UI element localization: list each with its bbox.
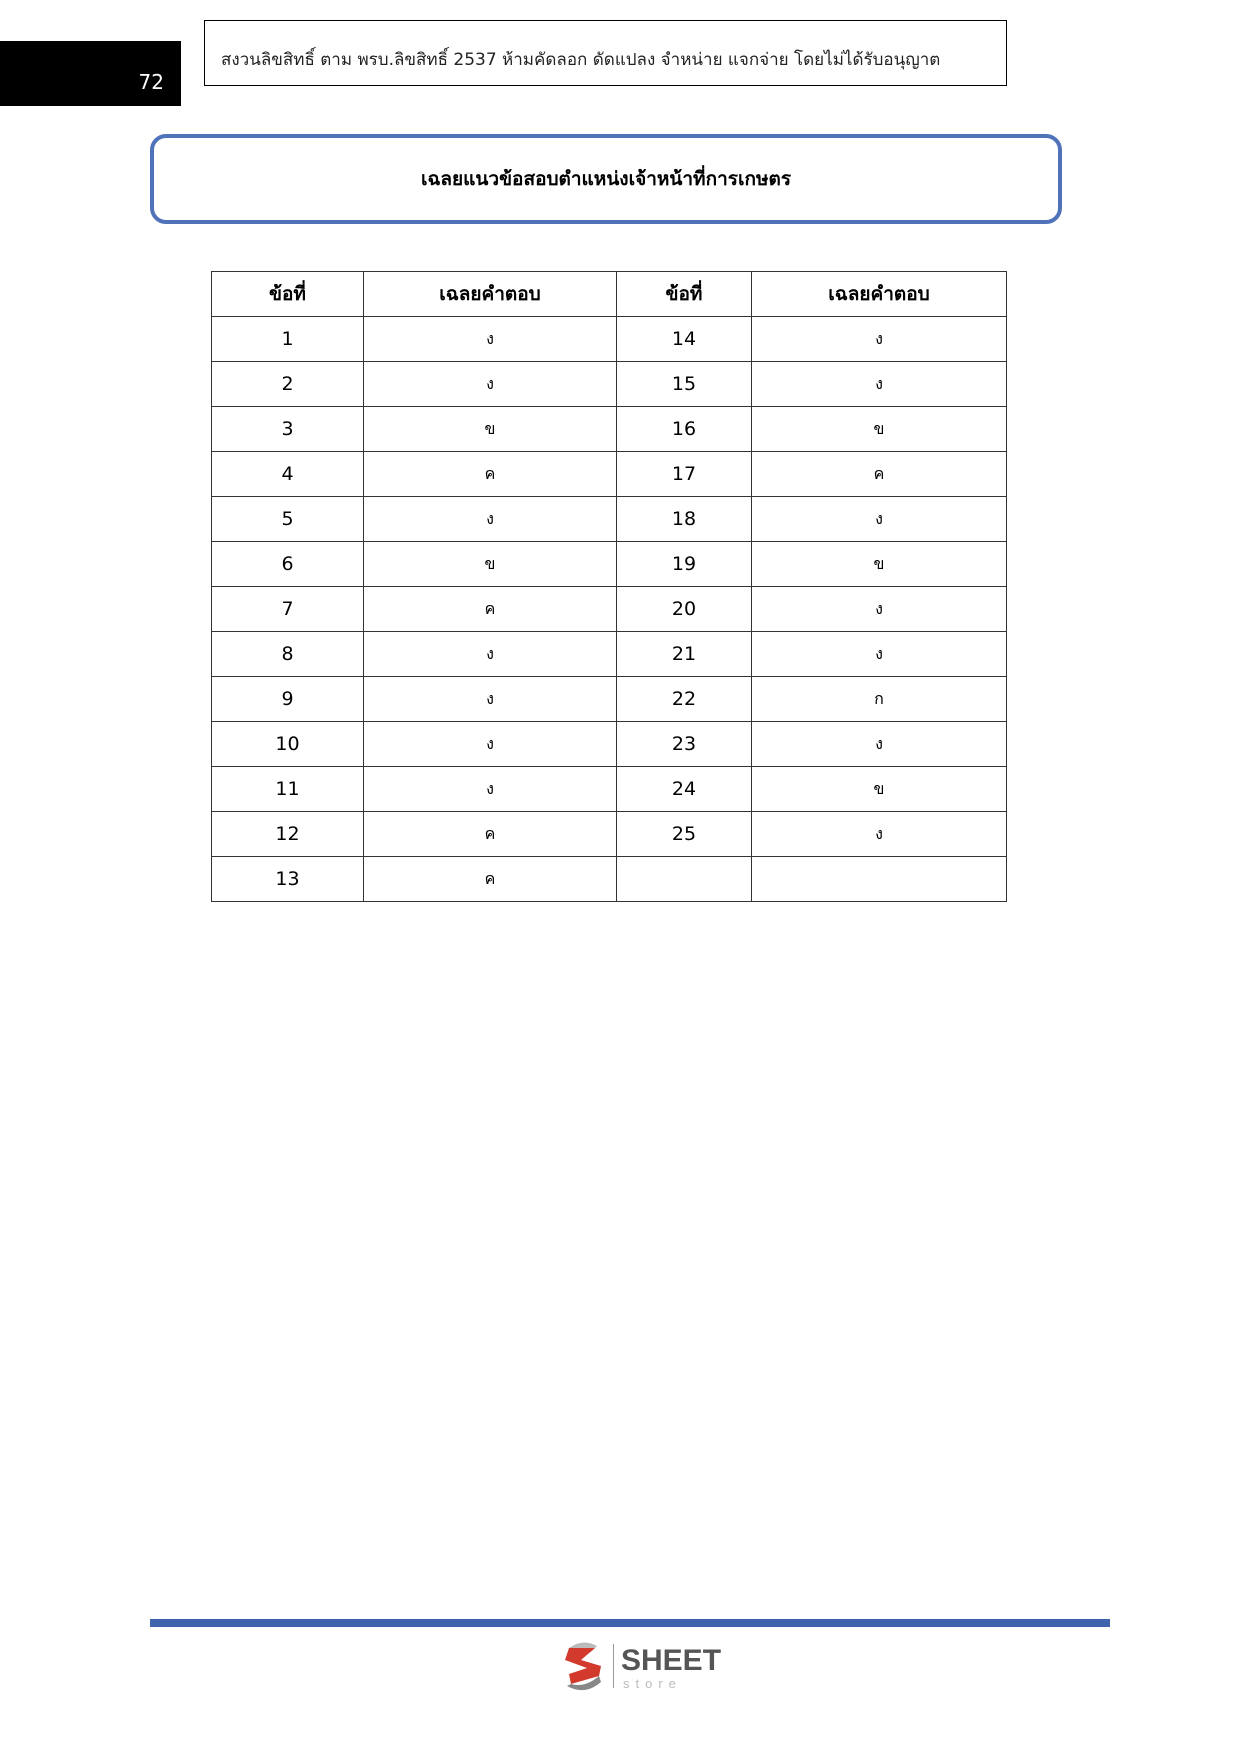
answer-cell: ง: [751, 496, 1007, 542]
question-number-cell: 11: [211, 766, 364, 812]
column-header: ข้อที่: [211, 271, 364, 317]
answer-cell: ข: [363, 406, 617, 452]
question-number-cell: 14: [616, 316, 752, 362]
question-number-cell: 10: [211, 721, 364, 767]
answer-cell: ง: [363, 631, 617, 677]
table-row: 9 ง 22 ก: [211, 676, 1007, 722]
question-number-cell: 5: [211, 496, 364, 542]
question-number-cell: 22: [616, 676, 752, 722]
logo-brand: SHEET: [621, 1644, 722, 1677]
logo-s-icon: [565, 1642, 601, 1691]
table-row: 2 ง 15 ง: [211, 361, 1007, 407]
table-row: 10 ง 23 ง: [211, 721, 1007, 767]
question-number-cell: 9: [211, 676, 364, 722]
answer-cell: [751, 856, 1007, 902]
table-row: 4 ค 17 ค: [211, 451, 1007, 497]
column-header: เฉลยคำตอบ: [751, 271, 1007, 317]
sheet-store-logo: SHEET store: [555, 1638, 735, 1698]
answer-cell: ง: [363, 316, 617, 362]
question-number-cell: 24: [616, 766, 752, 812]
answer-cell: ข: [751, 541, 1007, 587]
answer-cell: ง: [363, 361, 617, 407]
question-number-cell: 25: [616, 811, 752, 857]
question-number-cell: 1: [211, 316, 364, 362]
question-number-cell: 4: [211, 451, 364, 497]
table-row: 7 ค 20 ง: [211, 586, 1007, 632]
answer-cell: ข: [363, 541, 617, 587]
answer-cell: ค: [363, 811, 617, 857]
answer-table: ข้อที่ เฉลยคำตอบ ข้อที่ เฉลยคำตอบ 1 ง 14 ง 2 ง 15…: [211, 271, 1007, 902]
logo-separator: [613, 1644, 614, 1688]
answer-cell: ง: [751, 316, 1007, 362]
question-number-cell: 3: [211, 406, 364, 452]
answer-cell: ง: [751, 586, 1007, 632]
table-row: 8 ง 21 ง: [211, 631, 1007, 677]
footer-divider: [150, 1619, 1110, 1627]
answer-cell: ง: [363, 721, 617, 767]
question-number-cell: 12: [211, 811, 364, 857]
table-row: 13 ค: [211, 856, 1007, 902]
answer-cell: ง: [751, 631, 1007, 677]
answer-cell: ง: [751, 721, 1007, 767]
question-number-cell: 17: [616, 451, 752, 497]
logo-sub: store: [623, 1676, 682, 1691]
page-title: เฉลยแนวข้อสอบตำแหน่งเจ้าหน้าที่การเกษตร: [150, 134, 1062, 224]
answer-cell: ง: [751, 811, 1007, 857]
answer-cell: ค: [363, 451, 617, 497]
table-row: 1 ง 14 ง: [211, 316, 1007, 362]
answer-cell: ข: [751, 766, 1007, 812]
table-row: 3 ข 16 ข: [211, 406, 1007, 452]
answer-cell: ค: [363, 856, 617, 902]
question-number-cell: 8: [211, 631, 364, 677]
answer-cell: ง: [751, 361, 1007, 407]
table-row: 5 ง 18 ง: [211, 496, 1007, 542]
question-number-cell: [616, 856, 752, 902]
question-number-cell: 16: [616, 406, 752, 452]
table-row: 11 ง 24 ข: [211, 766, 1007, 812]
question-number-cell: 6: [211, 541, 364, 587]
question-number-cell: 2: [211, 361, 364, 407]
question-number-cell: 23: [616, 721, 752, 767]
question-number-cell: 20: [616, 586, 752, 632]
column-header: ข้อที่: [616, 271, 752, 317]
answer-cell: ค: [751, 451, 1007, 497]
question-number-cell: 18: [616, 496, 752, 542]
question-number-cell: 7: [211, 586, 364, 632]
copyright-notice: สงวนลิขสิทธิ์ ตาม พรบ.ลิขสิทธิ์ 2537 ห้า…: [204, 20, 1007, 86]
column-header: เฉลยคำตอบ: [363, 271, 617, 317]
table-row: 12 ค 25 ง: [211, 811, 1007, 857]
answer-cell: ง: [363, 496, 617, 542]
answer-cell: ค: [363, 586, 617, 632]
page-number-block: 72: [0, 41, 181, 106]
page-number: 72: [138, 70, 164, 94]
answer-cell: ข: [751, 406, 1007, 452]
question-number-cell: 15: [616, 361, 752, 407]
question-number-cell: 19: [616, 541, 752, 587]
answer-cell: ง: [363, 766, 617, 812]
table-row: 6 ข 19 ข: [211, 541, 1007, 587]
answer-cell: ก: [751, 676, 1007, 722]
question-number-cell: 21: [616, 631, 752, 677]
answer-cell: ง: [363, 676, 617, 722]
question-number-cell: 13: [211, 856, 364, 902]
